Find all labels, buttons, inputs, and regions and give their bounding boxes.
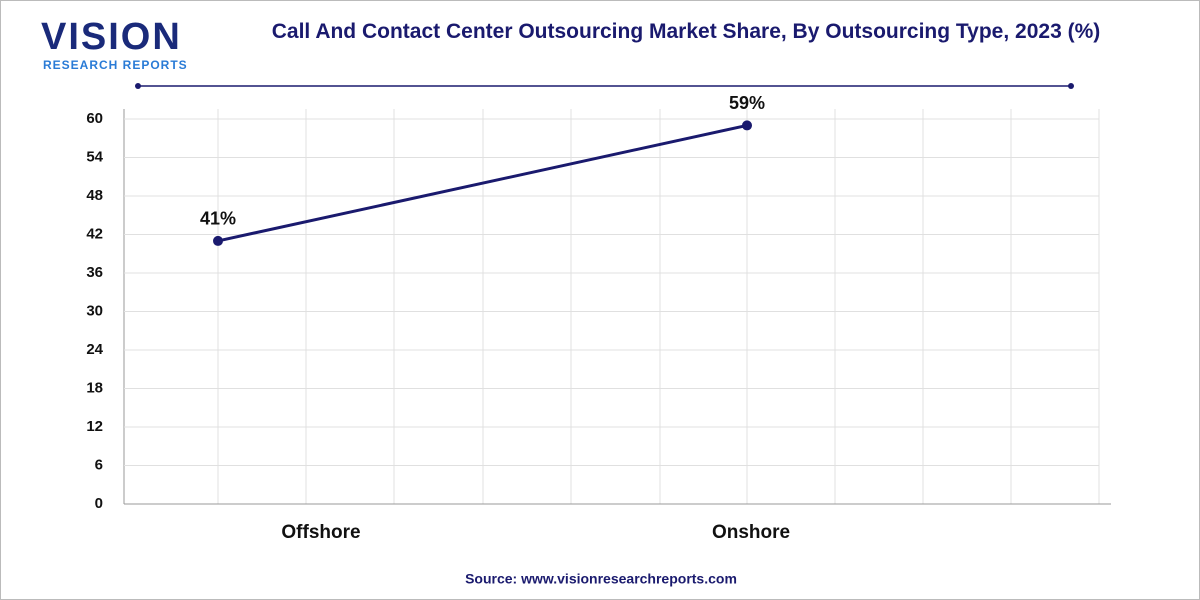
y-tick-label: 18 (86, 379, 103, 396)
y-tick-label: 42 (86, 225, 103, 242)
logo-name: VISION (41, 16, 182, 58)
chart-title: Call And Contact Center Outsourcing Mark… (271, 20, 1101, 43)
y-tick-label: 48 (86, 187, 103, 204)
y-tick-label: 54 (86, 148, 103, 165)
rule-dot (135, 83, 141, 89)
source: Source: www.visionresearchreports.com (465, 571, 737, 587)
line (217, 123, 748, 243)
v-grid (217, 109, 1100, 504)
x-tick-label: Offshore (281, 522, 360, 543)
x-tick-label: Onshore (712, 522, 790, 543)
y-tick-label: 24 (86, 341, 103, 358)
logo-tagline: RESEARCH REPORTS (43, 58, 188, 72)
y-tick-label: 6 (95, 456, 103, 473)
rule-dot (1068, 83, 1074, 89)
y-tick-label: 60 (86, 110, 103, 127)
point (742, 120, 752, 131)
y-tick-label: 30 (86, 302, 103, 319)
point (213, 235, 223, 246)
data-label: 41% (200, 209, 236, 229)
data-label: 59% (729, 93, 765, 113)
y-tick-label: 12 (86, 418, 103, 435)
y-tick-label: 0 (95, 495, 103, 512)
y-tick-label: 36 (86, 264, 103, 281)
